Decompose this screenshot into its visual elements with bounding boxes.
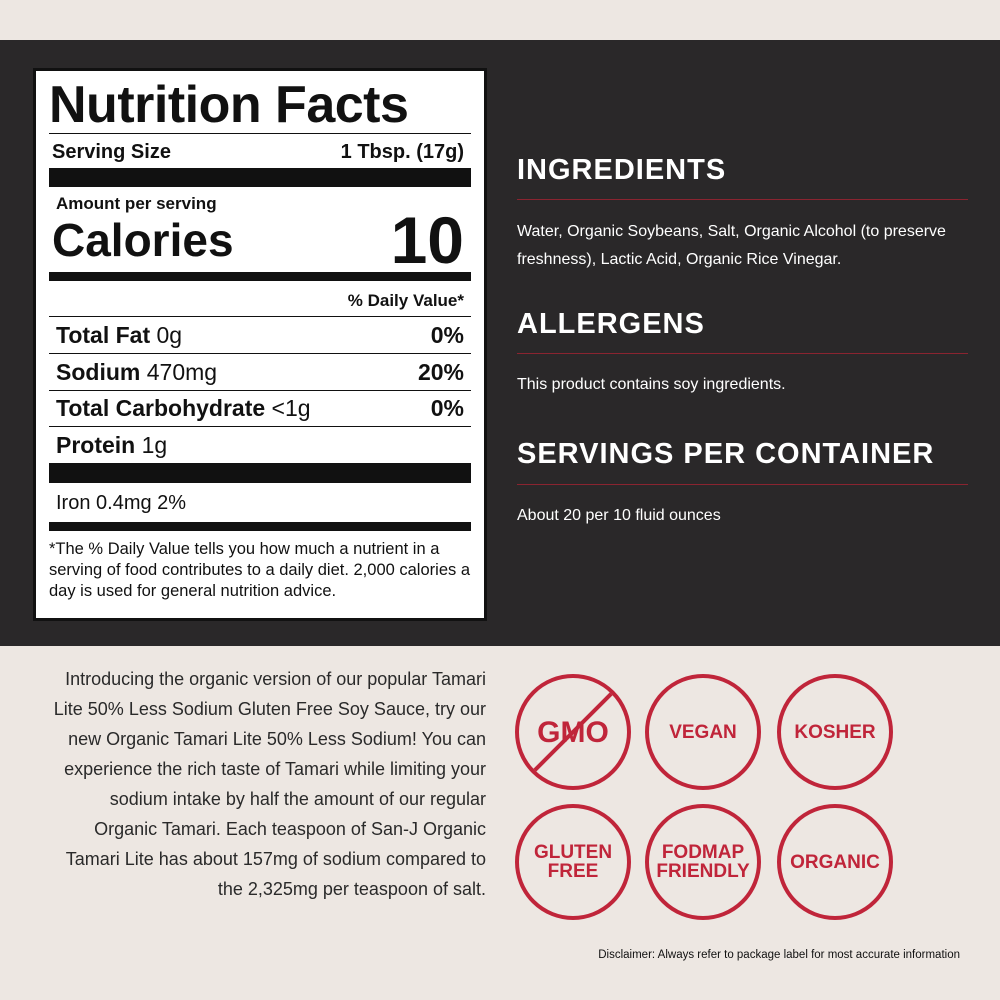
allergens-heading: ALLERGENS bbox=[517, 308, 705, 340]
gluten-free-icon: GLUTEN FREE bbox=[515, 804, 631, 920]
calories-value: 10 bbox=[390, 203, 464, 277]
ingredients-text: Water, Organic Soybeans, Salt, Organic A… bbox=[517, 223, 946, 268]
divider bbox=[517, 199, 968, 200]
product-description: Introducing the organic version of our p… bbox=[53, 669, 486, 899]
servings-heading: SERVINGS PER CONTAINER bbox=[517, 438, 935, 470]
nutrient-row: Protein 1g bbox=[56, 431, 168, 458]
amount-per-serving: Amount per serving bbox=[56, 194, 217, 213]
serving-size-label: Serving Size bbox=[52, 140, 171, 163]
nutrition-title: Nutrition Facts bbox=[49, 76, 409, 134]
calories-label: Calories bbox=[52, 214, 234, 266]
kosher-icon: KOSHER bbox=[777, 674, 893, 790]
footnote: *The % Daily Value tells you how much a … bbox=[49, 540, 470, 600]
fodmap-friendly-icon: FODMAP FRIENDLY bbox=[645, 804, 761, 920]
allergens-text: This product contains soy ingredients. bbox=[517, 376, 786, 393]
nutrient-row: Total Fat 0g 0% bbox=[56, 321, 464, 348]
serving-size-value: 1 Tbsp. (17g) bbox=[340, 140, 464, 163]
organic-icon: ORGANIC bbox=[777, 804, 893, 920]
ingredients-heading: INGREDIENTS bbox=[517, 154, 727, 186]
daily-value-header: % Daily Value* bbox=[347, 291, 464, 310]
divider bbox=[517, 353, 968, 354]
nutrition-facts-label: Nutrition Facts Serving Size 1 Tbsp. (17g… bbox=[33, 68, 487, 621]
nutrient-row: Total Carbohydrate <1g 0% bbox=[56, 394, 464, 421]
iron-row: Iron 0.4mg 2% bbox=[56, 491, 187, 514]
nutrient-row: Sodium 470mg 20% bbox=[56, 358, 464, 385]
divider bbox=[517, 484, 968, 485]
disclaimer: Disclaimer: Always refer to package labe… bbox=[598, 949, 960, 961]
servings-text: About 20 per 10 fluid ounces bbox=[517, 507, 721, 524]
no-gmo-icon: GMO bbox=[515, 674, 631, 790]
vegan-icon: VEGAN bbox=[645, 674, 761, 790]
